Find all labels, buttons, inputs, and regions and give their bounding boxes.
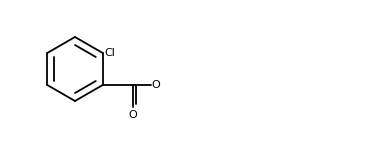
Text: O: O <box>128 110 137 120</box>
Text: O: O <box>152 80 160 90</box>
Text: Cl: Cl <box>105 48 116 58</box>
